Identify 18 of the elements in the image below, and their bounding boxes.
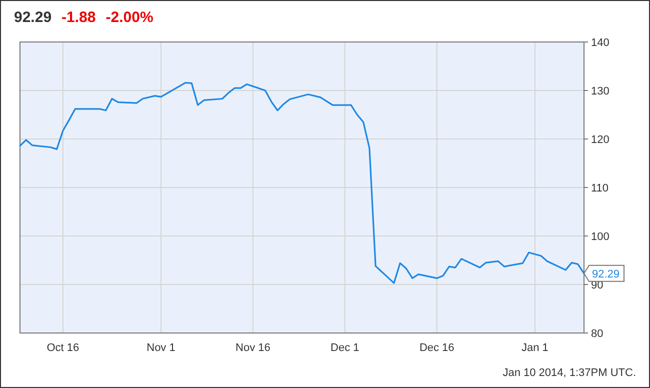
chart-title: 92.29: [14, 9, 52, 26]
y-tick-label: 140: [591, 37, 610, 49]
y-tick-label: 100: [591, 231, 610, 243]
text: Jan 10 2014, 1:37PM UTC.: [502, 367, 636, 379]
text: -1.88: [62, 9, 96, 26]
x-tick-label: Oct 16: [46, 342, 80, 354]
y-tick-label: 80: [591, 328, 604, 340]
annotation: 92.29: [592, 268, 620, 280]
y-tick-label: 110: [591, 182, 609, 194]
y-tick-label: 120: [591, 134, 610, 146]
y-tick-label: 130: [591, 86, 610, 98]
line-series: [19, 82, 585, 284]
x-tick-label: Jan 1: [521, 342, 548, 354]
x-tick-label: Dec 1: [330, 342, 360, 354]
text: -2.00%: [106, 9, 154, 26]
x-tick-label: Nov 1: [146, 342, 176, 354]
x-tick-label: Nov 16: [236, 342, 270, 354]
x-tick-label: Dec 16: [419, 342, 454, 354]
